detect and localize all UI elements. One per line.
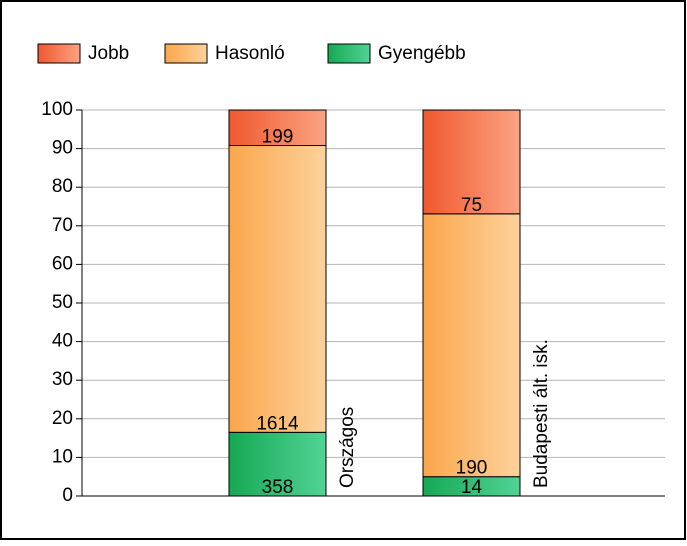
legend-label: Hasonló — [215, 43, 285, 64]
data-label: 190 — [456, 458, 488, 479]
legend-swatch — [164, 43, 208, 64]
bar-segment — [228, 145, 327, 433]
y-tick-label: 60 — [52, 253, 73, 274]
y-tick-label: 50 — [52, 292, 73, 313]
data-label: 1614 — [256, 413, 299, 434]
data-label: 14 — [461, 477, 483, 498]
y-tick-label: 30 — [52, 369, 73, 390]
bar-segment — [422, 213, 521, 478]
y-tick-label: 20 — [52, 408, 73, 429]
y-tick-label: 100 — [41, 99, 73, 120]
legend-swatch — [327, 43, 371, 64]
bar-segment — [228, 431, 327, 497]
y-tick-label: 40 — [52, 331, 73, 352]
legend-label: Jobb — [88, 43, 129, 64]
data-label: 358 — [262, 477, 294, 498]
legend-label: Gyengébb — [378, 43, 466, 64]
bar-segment — [422, 109, 521, 215]
data-label: 199 — [262, 127, 294, 148]
legend-swatch — [37, 43, 81, 64]
y-tick-label: 80 — [52, 176, 73, 197]
y-tick-label: 0 — [62, 485, 73, 506]
bar-segment — [228, 109, 327, 147]
data-label: 75 — [461, 195, 482, 216]
y-tick-label: 90 — [52, 138, 73, 159]
x-tick-label: Országos — [337, 407, 358, 488]
x-tick-label: Budapesti ált. isk. — [531, 339, 552, 488]
y-tick-label: 10 — [52, 446, 73, 467]
y-tick-label: 70 — [52, 215, 73, 236]
